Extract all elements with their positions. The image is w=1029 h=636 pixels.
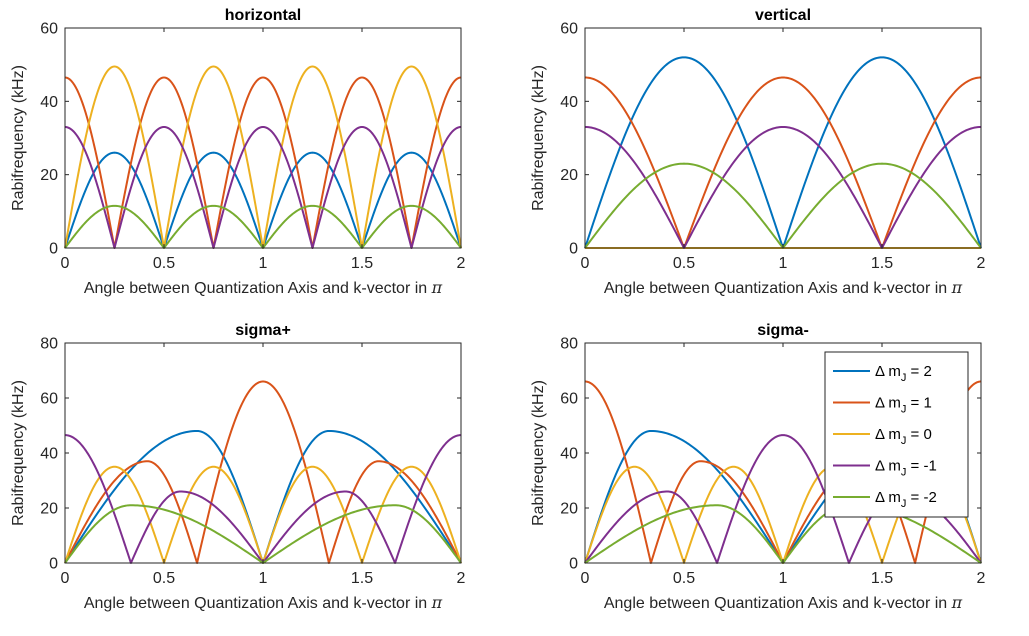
subplot-title: horizontal bbox=[225, 7, 301, 24]
x-tick-label: 1 bbox=[779, 255, 788, 272]
series-line-dm1 bbox=[64, 76, 462, 249]
y-tick-label: 40 bbox=[560, 446, 578, 463]
y-tick-label: 0 bbox=[569, 556, 578, 573]
y-axis-label: Rabifrequency (kHz) bbox=[10, 380, 27, 526]
series-line-dmm1 bbox=[584, 126, 982, 249]
legend-entry-dm2: Δ mJ = 2 bbox=[833, 363, 932, 384]
y-tick-label: 40 bbox=[560, 94, 578, 111]
x-tick-label: 1.5 bbox=[351, 570, 373, 587]
x-tick-label: 0 bbox=[61, 570, 70, 587]
legend-entry-dmm2: Δ mJ = -2 bbox=[833, 489, 937, 510]
x-tick-label: 1 bbox=[259, 255, 268, 272]
legend-label: Δ mJ = 1 bbox=[875, 395, 932, 416]
subplot-title: sigma- bbox=[757, 322, 809, 339]
series-line-dm1 bbox=[584, 76, 982, 249]
series-line-dm1 bbox=[64, 380, 462, 564]
legend-label: Δ mJ = 0 bbox=[875, 426, 932, 447]
x-tick-label: 2 bbox=[977, 255, 986, 272]
y-tick-label: 60 bbox=[40, 391, 58, 408]
x-tick-label: 2 bbox=[977, 570, 986, 587]
legend-entry-dmm1: Δ mJ = -1 bbox=[833, 458, 937, 479]
x-tick-label: 1.5 bbox=[871, 255, 893, 272]
x-tick-label: 2 bbox=[457, 255, 466, 272]
y-tick-label: 80 bbox=[560, 336, 578, 353]
x-axis-label: Angle between Quantization Axis and k-ve… bbox=[84, 278, 443, 297]
y-tick-label: 0 bbox=[569, 241, 578, 258]
x-axis-label: Angle between Quantization Axis and k-ve… bbox=[84, 593, 443, 612]
legend-label: Δ mJ = -2 bbox=[875, 489, 937, 510]
x-tick-label: 0 bbox=[581, 570, 590, 587]
x-tick-label: 1 bbox=[779, 570, 788, 587]
axes-box bbox=[584, 27, 982, 249]
series-line-dmm1 bbox=[64, 126, 462, 249]
legend-label: Δ mJ = 2 bbox=[875, 363, 932, 384]
x-tick-label: 2 bbox=[457, 570, 466, 587]
y-tick-label: 0 bbox=[49, 556, 58, 573]
y-axis-label: Rabifrequency (kHz) bbox=[530, 380, 547, 526]
x-tick-label: 0 bbox=[61, 255, 70, 272]
axes-box bbox=[64, 27, 462, 249]
x-tick-label: 1.5 bbox=[351, 255, 373, 272]
legend-entry-dm1: Δ mJ = 1 bbox=[833, 395, 932, 416]
y-tick-label: 60 bbox=[560, 391, 578, 408]
y-tick-label: 20 bbox=[40, 167, 58, 184]
y-tick-label: 40 bbox=[40, 94, 58, 111]
x-axis-label: Angle between Quantization Axis and k-ve… bbox=[604, 593, 963, 612]
y-tick-label: 0 bbox=[49, 241, 58, 258]
x-axis-label: Angle between Quantization Axis and k-ve… bbox=[604, 278, 963, 297]
y-axis-label: Rabifrequency (kHz) bbox=[530, 65, 547, 211]
y-tick-label: 20 bbox=[40, 501, 58, 518]
x-tick-label: 1 bbox=[259, 570, 268, 587]
subplot-title: vertical bbox=[755, 7, 811, 24]
y-tick-label: 20 bbox=[560, 167, 578, 184]
y-tick-label: 40 bbox=[40, 446, 58, 463]
x-tick-label: 0.5 bbox=[153, 255, 175, 272]
legend: Δ mJ = 2 Δ mJ = 1 Δ mJ = 0 Δ mJ = -1 Δ mJ = … bbox=[824, 351, 969, 518]
y-tick-label: 60 bbox=[560, 21, 578, 38]
y-tick-label: 80 bbox=[40, 336, 58, 353]
y-axis-label: Rabifrequency (kHz) bbox=[10, 65, 27, 211]
legend-label: Δ mJ = -1 bbox=[875, 458, 937, 479]
x-tick-label: 0.5 bbox=[673, 255, 695, 272]
x-tick-label: 1.5 bbox=[871, 570, 893, 587]
axes-box bbox=[64, 342, 462, 564]
x-tick-label: 0.5 bbox=[153, 570, 175, 587]
x-tick-label: 0 bbox=[581, 255, 590, 272]
y-tick-label: 20 bbox=[560, 501, 578, 518]
x-tick-label: 0.5 bbox=[673, 570, 695, 587]
subplot-title: sigma+ bbox=[235, 322, 291, 339]
legend-entry-dm0: Δ mJ = 0 bbox=[833, 426, 932, 447]
y-tick-label: 60 bbox=[40, 21, 58, 38]
